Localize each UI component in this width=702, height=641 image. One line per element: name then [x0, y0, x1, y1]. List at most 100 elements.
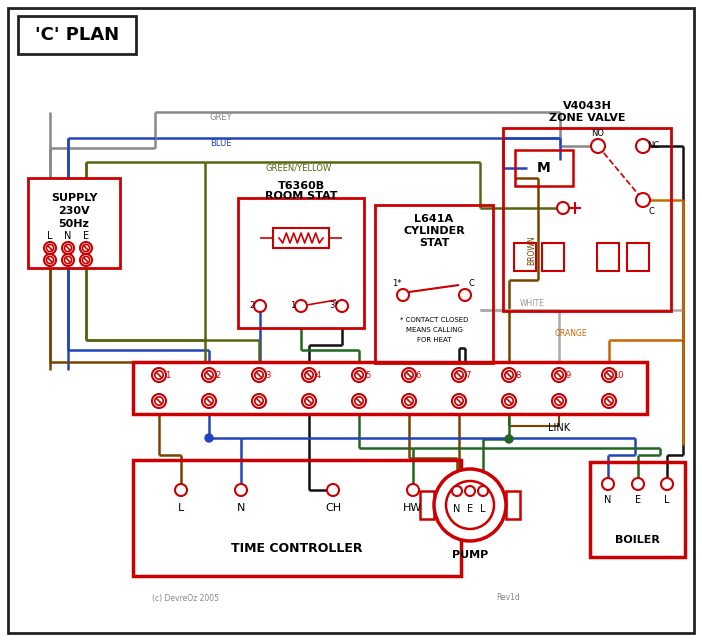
Circle shape [552, 394, 566, 408]
Text: LINK: LINK [548, 423, 570, 433]
Circle shape [82, 244, 90, 252]
Circle shape [155, 397, 163, 405]
Text: L: L [480, 504, 486, 514]
Circle shape [505, 370, 513, 379]
Text: 1: 1 [166, 370, 171, 379]
Circle shape [46, 256, 53, 263]
Text: BLUE: BLUE [210, 140, 232, 149]
Circle shape [175, 484, 187, 496]
Circle shape [605, 370, 614, 379]
Text: 10: 10 [613, 370, 623, 379]
Circle shape [555, 370, 563, 379]
Circle shape [505, 397, 513, 405]
Circle shape [352, 394, 366, 408]
Text: L641A: L641A [414, 214, 453, 224]
Circle shape [661, 478, 673, 490]
Circle shape [62, 254, 74, 266]
Bar [590, 462, 685, 557]
Circle shape [459, 289, 471, 301]
Text: C: C [648, 208, 654, 217]
Circle shape [202, 394, 216, 408]
Text: Rev1d: Rev1d [496, 594, 520, 603]
Circle shape [405, 397, 413, 405]
Circle shape [455, 397, 463, 405]
Text: GREY: GREY [210, 113, 232, 122]
Circle shape [252, 394, 266, 408]
Circle shape [305, 370, 313, 379]
Circle shape [255, 370, 263, 379]
Bar [238, 198, 364, 328]
Text: STAT: STAT [419, 238, 449, 248]
Circle shape [636, 193, 650, 207]
Text: E: E [467, 504, 473, 514]
Circle shape [502, 368, 516, 382]
Circle shape [455, 370, 463, 379]
Text: N: N [65, 231, 72, 241]
Text: 230V: 230V [58, 206, 90, 216]
Circle shape [327, 484, 339, 496]
Text: WHITE: WHITE [520, 299, 545, 308]
Circle shape [295, 300, 307, 312]
Text: NC: NC [647, 142, 659, 151]
Circle shape [202, 368, 216, 382]
Text: FOR HEAT: FOR HEAT [417, 337, 451, 343]
Circle shape [505, 435, 513, 443]
Circle shape [352, 368, 366, 382]
Text: V4043H: V4043H [562, 101, 611, 111]
Circle shape [602, 478, 614, 490]
Circle shape [252, 368, 266, 382]
Circle shape [405, 370, 413, 379]
Text: MEANS CALLING: MEANS CALLING [406, 327, 463, 333]
Text: CYLINDER: CYLINDER [403, 226, 465, 236]
Circle shape [80, 254, 92, 266]
Text: T6360B: T6360B [277, 181, 324, 191]
Text: SUPPLY: SUPPLY [51, 193, 98, 203]
Circle shape [205, 397, 213, 405]
Text: M: M [537, 161, 551, 175]
Circle shape [602, 368, 616, 382]
Text: 50Hz: 50Hz [58, 219, 89, 229]
Circle shape [80, 242, 92, 254]
Circle shape [397, 289, 409, 301]
Circle shape [355, 370, 363, 379]
Circle shape [602, 394, 616, 408]
Text: ZONE VALVE: ZONE VALVE [549, 113, 625, 123]
Text: 1*: 1* [392, 278, 402, 288]
Text: * CONTACT CLOSED: * CONTACT CLOSED [400, 317, 468, 323]
Circle shape [452, 486, 462, 496]
Circle shape [402, 368, 416, 382]
Bar [273, 228, 329, 248]
Circle shape [302, 368, 316, 382]
Text: 5: 5 [365, 370, 371, 379]
Circle shape [305, 397, 313, 405]
Text: L: L [664, 495, 670, 505]
Text: 3*: 3* [329, 301, 339, 310]
Text: GREEN/YELLOW: GREEN/YELLOW [265, 163, 331, 172]
Circle shape [235, 484, 247, 496]
Circle shape [605, 397, 614, 405]
Bar [627, 243, 649, 271]
Circle shape [336, 300, 348, 312]
Circle shape [302, 394, 316, 408]
Circle shape [407, 484, 419, 496]
Text: 'C' PLAN: 'C' PLAN [35, 26, 119, 44]
Text: (c) DevreOz 2005: (c) DevreOz 2005 [152, 594, 218, 603]
Circle shape [65, 256, 72, 263]
Text: 3: 3 [265, 370, 271, 379]
Circle shape [355, 397, 363, 405]
Text: 6: 6 [416, 370, 420, 379]
Circle shape [452, 368, 466, 382]
Bar [133, 362, 647, 414]
Circle shape [636, 139, 650, 153]
Text: 2: 2 [249, 301, 255, 310]
Circle shape [557, 202, 569, 214]
Bar [542, 243, 564, 271]
Text: TIME CONTROLLER: TIME CONTROLLER [231, 542, 363, 554]
Circle shape [552, 368, 566, 382]
Text: 7: 7 [465, 370, 470, 379]
Circle shape [446, 481, 494, 529]
Circle shape [591, 139, 605, 153]
Text: L: L [47, 231, 53, 241]
Text: NO: NO [592, 129, 604, 138]
Text: PUMP: PUMP [452, 550, 488, 560]
